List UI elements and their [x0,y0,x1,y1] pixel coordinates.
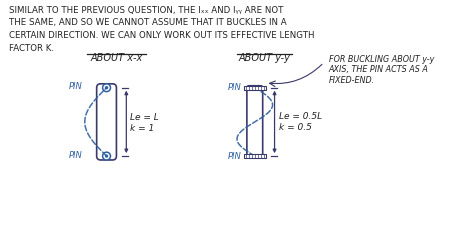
FancyBboxPatch shape [247,86,263,158]
Circle shape [106,155,108,157]
Text: k = 0.5: k = 0.5 [279,123,311,132]
Bar [244,154,265,158]
Circle shape [102,152,110,160]
Bar [244,86,265,90]
Text: PIN: PIN [69,151,83,160]
Text: PIN: PIN [228,83,242,92]
Text: Le = 0.5L: Le = 0.5L [279,112,322,121]
Text: k = 1: k = 1 [130,124,155,133]
Text: FACTOR K.: FACTOR K. [9,44,54,53]
Text: THE SAME, AND SO WE CANNOT ASSUME THAT IT BUCKLES IN A: THE SAME, AND SO WE CANNOT ASSUME THAT I… [9,18,286,27]
Text: PIN: PIN [69,82,83,91]
Circle shape [106,87,108,89]
Text: ABOUT y-y: ABOUT y-y [239,53,291,63]
Text: FIXED-END.: FIXED-END. [329,76,375,85]
Text: PIN: PIN [228,152,242,161]
Text: SIMILAR TO THE PREVIOUS QUESTION, THE Iₓₓ AND Iᵧᵧ ARE NOT: SIMILAR TO THE PREVIOUS QUESTION, THE Iₓ… [9,6,283,15]
Circle shape [102,84,110,92]
Text: Le = L: Le = L [130,113,159,121]
Text: FOR BUCKLING ABOUT y-y: FOR BUCKLING ABOUT y-y [329,55,434,63]
Text: AXIS, THE PIN ACTS AS A: AXIS, THE PIN ACTS AS A [329,65,429,74]
Text: CERTAIN DIRECTION. WE CAN ONLY WORK OUT ITS EFFECTIVE LENGTH: CERTAIN DIRECTION. WE CAN ONLY WORK OUT … [9,31,314,40]
FancyBboxPatch shape [97,84,117,160]
Text: ABOUT x-x: ABOUT x-x [91,53,143,63]
